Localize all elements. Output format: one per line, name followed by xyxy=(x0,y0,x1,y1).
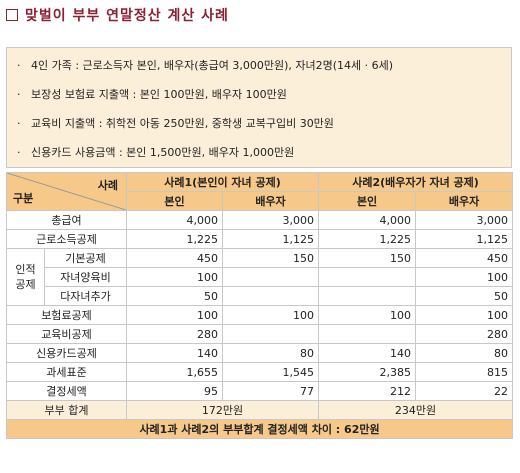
cell-value: 1,545 xyxy=(221,362,320,382)
sum-case1: 172만원 xyxy=(125,400,320,420)
cell-value: 140 xyxy=(318,343,417,363)
cell-value: 100 xyxy=(126,305,223,325)
table-row: 총급여 4,000 3,000 4,000 3,000 xyxy=(6,210,514,230)
cell-value: 2,385 xyxy=(318,362,417,382)
cell-value: 22 xyxy=(415,381,514,401)
info-text: 교육비 지출액 : 취학전 아동 250만원, 중학생 교복구입비 30만원 xyxy=(31,117,334,130)
row-label: 근로소득공제 xyxy=(6,229,127,249)
corner-case-label: 사례 xyxy=(97,179,118,192)
cell-value: 280 xyxy=(415,324,514,344)
bullet-icon: · xyxy=(17,88,21,101)
corner-category-label: 구분 xyxy=(13,192,34,205)
cell-value: 77 xyxy=(221,381,320,401)
cell-value xyxy=(221,286,320,306)
info-line: · 신용카드 사용금액 : 본인 1,500만원, 배우자 1,000만원 xyxy=(17,145,294,161)
case-info-box: · 4인 가족 : 근로소득자 본인, 배우자(총급여 3,000만원), 자녀2… xyxy=(6,47,512,168)
page-title: 맞벌이 부부 연말정산 계산 사례 xyxy=(6,4,229,26)
info-text: 신용카드 사용금액 : 본인 1,500만원, 배우자 1,000만원 xyxy=(31,146,295,159)
row-label: 자녀양육비 xyxy=(44,267,127,287)
cell-value: 50 xyxy=(415,286,514,306)
footer-row: 사례1과 사례2의 부부합계 결정세액 차이 : 62만원 xyxy=(5,419,514,439)
cell-value: 1,225 xyxy=(126,229,223,249)
cell-value: 95 xyxy=(126,381,223,401)
row-label: 다자녀추가 xyxy=(44,286,127,306)
case2-header: 사례2(배우자가 자녀 공제) xyxy=(318,172,514,192)
row-label: 보험료공제 xyxy=(6,305,127,325)
cell-value: 3,000 xyxy=(221,210,320,230)
cell-value: 150 xyxy=(221,248,320,268)
tax-comparison-table: 사례 구분 사례1(본인이 자녀 공제) 사례2(배우자가 자녀 공제) 본인 … xyxy=(5,172,514,439)
cell-value: 1,125 xyxy=(415,229,514,249)
cell-value: 100 xyxy=(415,267,514,287)
row-label: 교육비공제 xyxy=(6,324,127,344)
cell-value xyxy=(221,267,320,287)
cell-value: 50 xyxy=(126,286,223,306)
cell-value: 4,000 xyxy=(126,210,223,230)
info-line: · 보장성 보험료 지출액 : 본인 100만원, 배우자 100만원 xyxy=(17,87,287,103)
cell-value xyxy=(318,286,417,306)
personal-deduction-group-label: 인적 공제 xyxy=(6,248,45,306)
cell-value: 100 xyxy=(318,305,417,325)
table-row: 근로소득공제 1,225 1,125 1,225 1,125 xyxy=(6,229,514,249)
cell-value xyxy=(318,324,417,344)
cell-value: 212 xyxy=(318,381,417,401)
bullet-icon: · xyxy=(17,146,21,159)
cell-value: 450 xyxy=(415,248,514,268)
table-row: 보험료공제 100 100 100 100 xyxy=(6,305,514,325)
cell-value: 150 xyxy=(318,248,417,268)
case1-spouse-header: 배우자 xyxy=(221,191,320,211)
info-text: 보장성 보험료 지출액 : 본인 100만원, 배우자 100만원 xyxy=(31,88,287,101)
cell-value: 3,000 xyxy=(415,210,514,230)
checkbox-square-icon xyxy=(6,9,18,21)
row-label: 과세표준 xyxy=(6,362,127,382)
corner-header: 사례 구분 xyxy=(6,172,127,211)
cell-value: 100 xyxy=(221,305,320,325)
cell-value: 80 xyxy=(221,343,320,363)
table-row: 과세표준 1,655 1,545 2,385 815 xyxy=(6,362,514,382)
table-row: 인적 공제 기본공제 450 150 150 450 xyxy=(6,248,514,306)
table-row: 신용카드공제 140 80 140 80 xyxy=(6,343,514,363)
cell-value xyxy=(221,324,320,344)
case1-header: 사례1(본인이 자녀 공제) xyxy=(125,172,320,192)
title-text: 맞벌이 부부 연말정산 계산 사례 xyxy=(25,8,229,24)
cell-value: 80 xyxy=(415,343,514,363)
sum-case2: 234만원 xyxy=(318,400,514,420)
cell-value: 815 xyxy=(415,362,514,382)
table-row: 자녀양육비 100 100 xyxy=(7,267,514,287)
cell-value: 450 xyxy=(126,248,223,268)
row-label: 총급여 xyxy=(6,210,127,230)
row-label: 신용카드공제 xyxy=(6,343,127,363)
sum-row: 부부 합계 172만원 234만원 xyxy=(6,400,514,420)
info-text: 4인 가족 : 근로소득자 본인, 배우자(총급여 3,000만원), 자녀2명… xyxy=(31,59,394,72)
table-row: 다자녀추가 50 50 xyxy=(7,286,514,306)
cell-value: 100 xyxy=(415,305,514,325)
cell-value: 1,655 xyxy=(126,362,223,382)
cell-value: 1,125 xyxy=(221,229,320,249)
cell-value: 140 xyxy=(126,343,223,363)
sum-label: 부부 합계 xyxy=(6,400,127,420)
case1-self-header: 본인 xyxy=(126,191,223,211)
table-row: 결정세액 95 77 212 22 xyxy=(6,381,514,401)
row-label: 결정세액 xyxy=(6,381,127,401)
cell-value: 280 xyxy=(126,324,223,344)
cell-value: 4,000 xyxy=(318,210,417,230)
difference-summary: 사례1과 사례2의 부부합계 결정세액 차이 : 62만원 xyxy=(5,419,514,439)
case2-spouse-header: 배우자 xyxy=(415,191,514,211)
info-line: · 교육비 지출액 : 취학전 아동 250만원, 중학생 교복구입비 30만원 xyxy=(17,116,334,132)
cell-value: 1,225 xyxy=(318,229,417,249)
bullet-icon: · xyxy=(17,117,21,130)
case2-self-header: 본인 xyxy=(318,191,417,211)
cell-value: 100 xyxy=(126,267,223,287)
table-row: 교육비공제 280 280 xyxy=(6,324,514,344)
bullet-icon: · xyxy=(17,59,21,72)
cell-value xyxy=(318,267,417,287)
row-label: 기본공제 xyxy=(44,248,127,268)
info-line: · 4인 가족 : 근로소득자 본인, 배우자(총급여 3,000만원), 자녀2… xyxy=(17,58,393,74)
